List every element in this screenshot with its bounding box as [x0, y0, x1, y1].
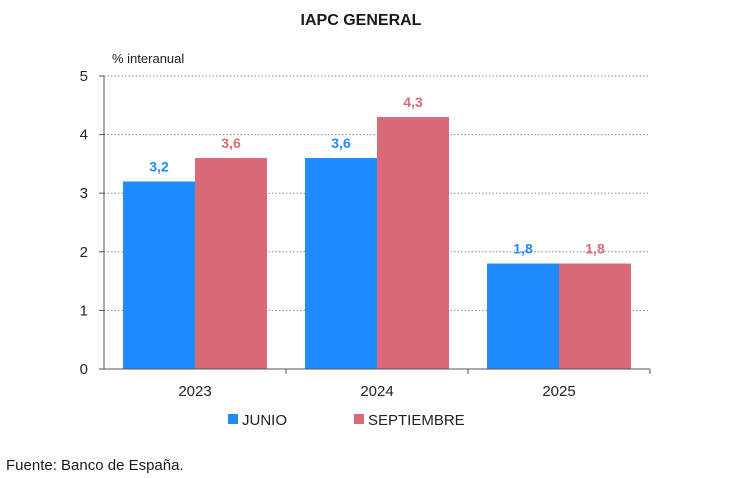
legend: JUNIO SEPTIEMBRE: [228, 412, 465, 429]
y-tick-label: 3: [80, 185, 88, 202]
y-tick-label: 1: [80, 302, 88, 319]
bar: [305, 158, 377, 369]
data-label: 1,8: [585, 241, 605, 257]
labels: 2023 3,2 3,6 2024 3,6 4,3 2025 1,8 1,8: [149, 94, 605, 400]
chart-title: IAPC GENERAL: [301, 12, 422, 29]
legend-label: SEPTIEMBRE: [368, 412, 465, 429]
data-label: 1,8: [513, 241, 533, 257]
axes: 0 1 2 3 4 5: [80, 68, 651, 378]
legend-swatch: [354, 414, 364, 424]
y-tick-label: 0: [80, 361, 88, 378]
y-tick-label: 5: [80, 68, 88, 85]
x-tick-label: 2024: [360, 383, 393, 400]
y-axis-label: % interanual: [112, 51, 184, 66]
bars: [123, 117, 631, 370]
data-label: 4,3: [403, 94, 423, 110]
bar: [123, 181, 195, 369]
data-label: 3,2: [149, 158, 169, 174]
y-tick-label: 2: [80, 244, 88, 261]
y-tick-label: 4: [80, 127, 88, 144]
bar: [195, 158, 267, 369]
bar: [487, 263, 559, 369]
x-tick-label: 2025: [542, 383, 575, 400]
bar: [377, 117, 449, 370]
x-tick-label: 2023: [178, 383, 211, 400]
legend-swatch: [228, 414, 238, 424]
data-label: 3,6: [331, 135, 351, 151]
data-label: 3,6: [221, 135, 241, 151]
legend-label: JUNIO: [242, 412, 287, 429]
source-note: Fuente: Banco de España.: [6, 457, 184, 474]
bar: [559, 263, 631, 369]
